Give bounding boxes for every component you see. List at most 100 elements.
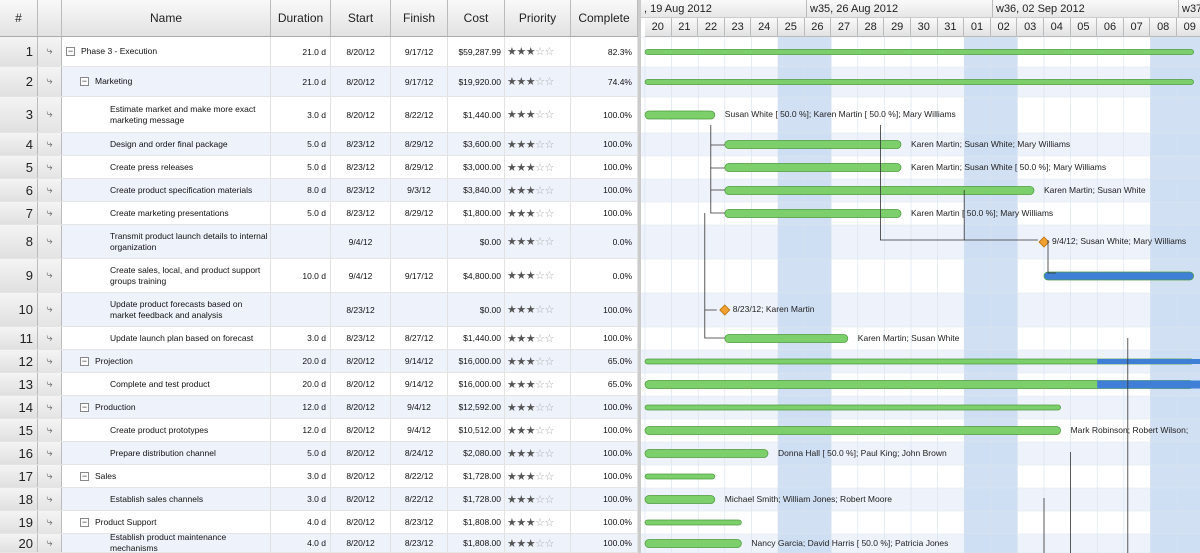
- task-priority-stars[interactable]: ★ ★ ★ ☆ ☆: [505, 67, 571, 96]
- star-icon[interactable]: ☆: [544, 304, 555, 316]
- task-complete[interactable]: 100.0%: [571, 133, 638, 155]
- row-number[interactable]: 17: [0, 465, 38, 487]
- star-icon[interactable]: ☆: [535, 236, 545, 248]
- star-icon[interactable]: ★: [516, 138, 526, 151]
- star-icon[interactable]: ★: [507, 516, 517, 529]
- star-icon[interactable]: ★: [525, 109, 536, 121]
- star-icon[interactable]: ☆: [535, 304, 545, 316]
- task-cost[interactable]: $0.00: [448, 293, 505, 326]
- star-icon[interactable]: ★: [525, 537, 536, 550]
- row-number[interactable]: 5: [0, 156, 38, 178]
- table-row[interactable]: 7 ⤷ Create marketing presentations 5.0 d…: [0, 202, 638, 225]
- table-row[interactable]: 16 ⤷ Prepare distribution channel 5.0 d …: [0, 442, 638, 465]
- task-cost[interactable]: $3,600.00: [448, 133, 505, 155]
- task-finish[interactable]: 8/22/12: [391, 97, 448, 132]
- task-start[interactable]: 8/20/12: [331, 488, 391, 510]
- task-link-icon[interactable]: ⤷: [38, 259, 62, 292]
- star-icon[interactable]: ★: [507, 332, 517, 345]
- task-cost[interactable]: $16,000.00: [448, 373, 505, 395]
- task-priority-stars[interactable]: ★ ★ ★ ☆ ☆: [505, 534, 571, 552]
- star-icon[interactable]: ★: [516, 401, 526, 414]
- task-name-cell[interactable]: Update product forecasts based on market…: [62, 293, 271, 326]
- task-start[interactable]: 9/4/12: [331, 225, 391, 258]
- task-name-cell[interactable]: Update launch plan based on forecast: [62, 327, 271, 349]
- task-link-icon[interactable]: ⤷: [38, 327, 62, 349]
- table-row[interactable]: 19 ⤷ − Product Support 4.0 d 8/20/12 8/2…: [0, 511, 638, 534]
- star-icon[interactable]: ★: [525, 470, 536, 483]
- star-icon[interactable]: ★: [525, 332, 536, 345]
- star-icon[interactable]: ★: [516, 424, 526, 437]
- collapse-toggle-icon[interactable]: −: [80, 470, 89, 481]
- task-finish[interactable]: 8/29/12: [391, 156, 448, 178]
- table-row[interactable]: 5 ⤷ Create press releases 5.0 d 8/23/12 …: [0, 156, 638, 179]
- star-icon[interactable]: ★: [525, 236, 536, 248]
- task-duration[interactable]: 12.0 d: [271, 396, 331, 418]
- task-duration[interactable]: 20.0 d: [271, 350, 331, 372]
- star-icon[interactable]: ☆: [535, 424, 545, 437]
- star-icon[interactable]: ☆: [535, 161, 545, 174]
- task-cost[interactable]: $10,512.00: [448, 419, 505, 441]
- table-row[interactable]: 12 ⤷ − Projection 20.0 d 8/20/12 9/14/12…: [0, 350, 638, 373]
- task-start[interactable]: 8/20/12: [331, 67, 391, 96]
- row-number[interactable]: 14: [0, 396, 38, 418]
- task-complete[interactable]: 100.0%: [571, 465, 638, 487]
- task-cost[interactable]: $59,287.99: [448, 37, 505, 66]
- task-link-icon[interactable]: ⤷: [38, 488, 62, 510]
- task-cost[interactable]: $0.00: [448, 225, 505, 258]
- star-icon[interactable]: ★: [516, 207, 526, 220]
- collapse-toggle-icon[interactable]: −: [80, 516, 89, 527]
- task-duration[interactable]: 3.0 d: [271, 327, 331, 349]
- task-name-cell[interactable]: Create sales, local, and product support…: [62, 259, 271, 292]
- row-number[interactable]: 9: [0, 259, 38, 292]
- table-row[interactable]: 20 ⤷ Establish product maintenance mecha…: [0, 534, 638, 553]
- table-row[interactable]: 8 ⤷ Transmit product launch details to i…: [0, 225, 638, 259]
- star-icon[interactable]: ☆: [535, 447, 545, 460]
- task-duration[interactable]: 4.0 d: [271, 534, 331, 552]
- table-row[interactable]: 17 ⤷ − Sales 3.0 d 8/20/12 8/22/12 $1,72…: [0, 465, 638, 488]
- star-icon[interactable]: ☆: [544, 207, 555, 220]
- task-finish[interactable]: [391, 225, 448, 258]
- task-name-cell[interactable]: − Product Support: [62, 511, 271, 533]
- task-link-icon[interactable]: ⤷: [38, 396, 62, 418]
- task-link-icon[interactable]: ⤷: [38, 156, 62, 178]
- task-name-cell[interactable]: Complete and test product: [62, 373, 271, 395]
- task-start[interactable]: 8/23/12: [331, 327, 391, 349]
- task-cost[interactable]: $3,840.00: [448, 179, 505, 201]
- star-icon[interactable]: ☆: [535, 76, 545, 88]
- task-start[interactable]: 8/20/12: [331, 396, 391, 418]
- task-finish[interactable]: [391, 293, 448, 326]
- star-icon[interactable]: ★: [516, 184, 526, 197]
- star-icon[interactable]: ☆: [544, 355, 555, 368]
- task-name-cell[interactable]: Create marketing presentations: [62, 202, 271, 224]
- task-duration[interactable]: 12.0 d: [271, 419, 331, 441]
- task-start[interactable]: 8/20/12: [331, 534, 391, 552]
- star-icon[interactable]: ★: [525, 184, 536, 197]
- task-finish[interactable]: 8/22/12: [391, 488, 448, 510]
- task-complete[interactable]: 100.0%: [571, 327, 638, 349]
- row-number[interactable]: 2: [0, 67, 38, 96]
- task-priority-stars[interactable]: ★ ★ ★ ☆ ☆: [505, 327, 571, 349]
- star-icon[interactable]: ☆: [544, 424, 555, 437]
- task-priority-stars[interactable]: ★ ★ ★ ☆ ☆: [505, 202, 571, 224]
- star-icon[interactable]: ★: [525, 46, 536, 58]
- task-link-icon[interactable]: ⤷: [38, 133, 62, 155]
- task-link-icon[interactable]: ⤷: [38, 511, 62, 533]
- task-complete[interactable]: 100.0%: [571, 293, 638, 326]
- task-priority-stars[interactable]: ★ ★ ★ ☆ ☆: [505, 465, 571, 487]
- task-priority-stars[interactable]: ★ ★ ★ ☆ ☆: [505, 396, 571, 418]
- task-link-icon[interactable]: ⤷: [38, 293, 62, 326]
- task-link-icon[interactable]: ⤷: [38, 442, 62, 464]
- task-cost[interactable]: $4,800.00: [448, 259, 505, 292]
- star-icon[interactable]: ☆: [544, 161, 555, 174]
- task-name-cell[interactable]: − Production: [62, 396, 271, 418]
- star-icon[interactable]: ★: [525, 401, 536, 414]
- task-finish[interactable]: 9/14/12: [391, 373, 448, 395]
- task-cost[interactable]: $1,440.00: [448, 327, 505, 349]
- row-number[interactable]: 10: [0, 293, 38, 326]
- task-finish[interactable]: 8/23/12: [391, 534, 448, 552]
- task-duration[interactable]: 21.0 d: [271, 37, 331, 66]
- task-priority-stars[interactable]: ★ ★ ★ ☆ ☆: [505, 179, 571, 201]
- star-icon[interactable]: ☆: [535, 401, 545, 414]
- task-start[interactable]: 8/20/12: [331, 373, 391, 395]
- task-name-cell[interactable]: − Projection: [62, 350, 271, 372]
